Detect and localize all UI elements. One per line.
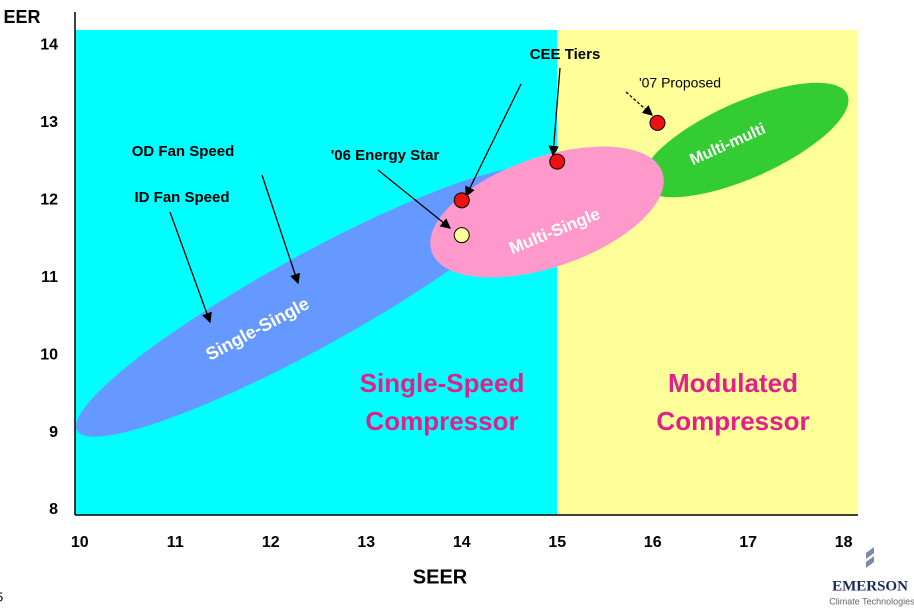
- region-label: Compressor: [656, 406, 809, 436]
- point: [453, 227, 470, 244]
- x-tick-label: 17: [739, 534, 757, 551]
- x-tick-label: 14: [453, 534, 471, 551]
- point: [549, 153, 566, 170]
- region-label: Modulated: [668, 368, 798, 398]
- y-tick-label: 14: [40, 37, 58, 54]
- page-number: 5: [0, 589, 3, 604]
- y-tick-label: 8: [49, 501, 58, 518]
- arrows: [169, 67, 653, 324]
- annotation: OD Fan Speed: [132, 143, 235, 160]
- zone-single-single: [76, 167, 544, 437]
- zone-multi-single: [430, 146, 664, 278]
- arrow: [261, 174, 301, 285]
- region-label: Compressor: [365, 406, 518, 436]
- annotation: '07 Proposed: [639, 75, 721, 91]
- x-tick-label: 10: [71, 534, 89, 551]
- arrow: [548, 67, 561, 157]
- region-label: Single-Speed: [360, 368, 525, 398]
- x-axis-label: SEER: [413, 566, 468, 588]
- x-tick-label: 16: [644, 534, 662, 551]
- logo: EMERSON: [832, 578, 908, 594]
- logo-icon: [866, 547, 874, 568]
- y-tick-label: 12: [40, 192, 58, 209]
- x-tick-label: 18: [835, 534, 853, 551]
- arrow: [169, 211, 212, 324]
- x-tick-label: 13: [357, 534, 375, 551]
- x-tick-label: 15: [548, 534, 566, 551]
- arrow: [625, 91, 653, 116]
- y-tick-label: 13: [40, 114, 58, 131]
- y-axis-label: EER: [3, 7, 40, 27]
- point: [649, 114, 666, 131]
- logo-sub: Climate Technologies: [829, 596, 914, 606]
- arrow: [465, 83, 522, 198]
- x-tick-label: 11: [167, 534, 184, 551]
- annotation: CEE Tiers: [530, 46, 601, 63]
- y-tick-label: 10: [40, 346, 58, 363]
- annotation: '06 Energy Star: [331, 147, 440, 164]
- y-tick-label: 11: [41, 269, 58, 286]
- point: [453, 192, 470, 209]
- zone-multi-multi: [641, 82, 849, 198]
- annotation: ID Fan Speed: [134, 189, 229, 206]
- y-tick-label: 9: [49, 424, 58, 441]
- x-tick-label: 12: [262, 534, 280, 551]
- arrow: [377, 169, 452, 229]
